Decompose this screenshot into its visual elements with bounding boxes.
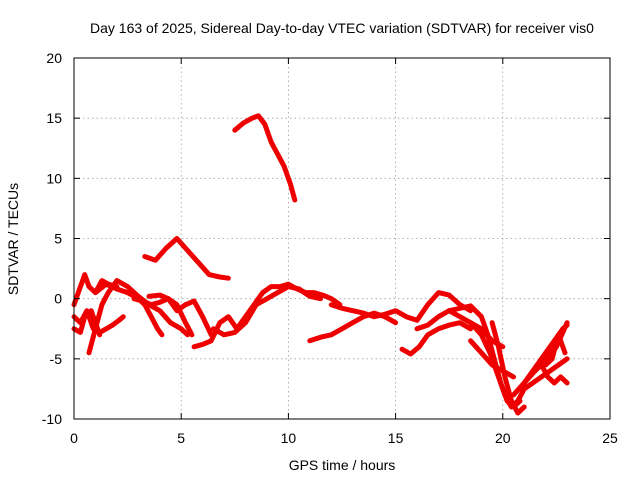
y-tick-label: 0 xyxy=(54,291,62,307)
series-arc-h xyxy=(191,281,343,350)
x-axis-label: GPS time / hours xyxy=(289,457,396,473)
series-arc-g xyxy=(146,292,214,338)
y-axis-label: SDTVAR / TECUs xyxy=(5,183,21,295)
series-arc-k xyxy=(232,113,298,203)
chart-title: Day 163 of 2025, Sidereal Day-to-day VTE… xyxy=(90,20,594,36)
x-tick-label: 10 xyxy=(281,430,297,446)
data-traces xyxy=(71,113,570,416)
y-tick-label: 15 xyxy=(46,110,62,126)
series-arc-v xyxy=(532,362,570,386)
series-arc-m xyxy=(328,290,474,323)
x-axis-tick-labels: 0 5 10 15 20 25 xyxy=(70,430,618,446)
series-arc-n xyxy=(399,320,474,357)
y-tick-label: 10 xyxy=(46,170,62,186)
series-arc-w xyxy=(543,332,568,368)
series-arc-s xyxy=(489,320,527,416)
y-tick-label: 20 xyxy=(46,50,62,66)
y-tick-label: -5 xyxy=(50,351,63,367)
series-arc-j xyxy=(142,236,231,281)
y-tick-label: -10 xyxy=(42,411,62,427)
y-axis-tick-labels: -10 -5 0 5 10 15 20 xyxy=(42,50,62,427)
x-tick-label: 5 xyxy=(177,430,185,446)
grid xyxy=(74,58,610,419)
series-arc-u xyxy=(517,322,570,392)
y-tick-label: 5 xyxy=(54,231,62,247)
x-tick-label: 0 xyxy=(70,430,78,446)
x-tick-label: 25 xyxy=(602,430,618,446)
series-arc-f xyxy=(131,296,195,338)
x-tick-label: 15 xyxy=(388,430,404,446)
x-tick-label: 20 xyxy=(495,430,511,446)
axis-ticks xyxy=(73,57,611,420)
series-arc-d xyxy=(86,278,191,356)
series-arc-i xyxy=(210,284,324,338)
series-arc-q xyxy=(468,320,570,410)
